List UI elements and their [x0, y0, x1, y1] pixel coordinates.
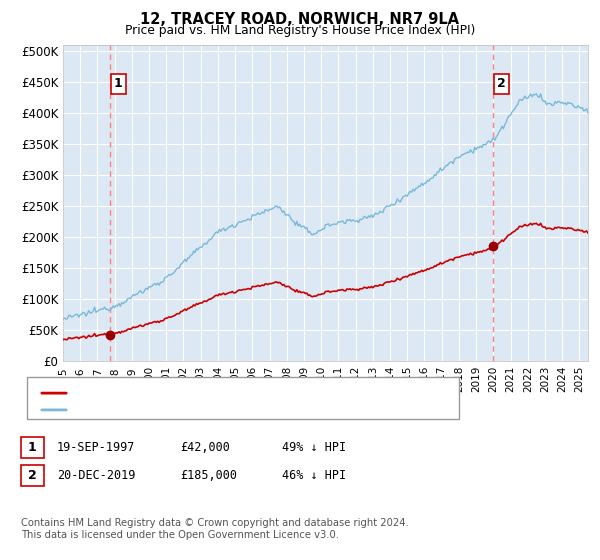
Text: £42,000: £42,000 — [180, 441, 230, 454]
Text: 12, TRACEY ROAD, NORWICH, NR7 9LA (detached house): 12, TRACEY ROAD, NORWICH, NR7 9LA (detac… — [72, 388, 385, 398]
Text: Contains HM Land Registry data © Crown copyright and database right 2024.
This d: Contains HM Land Registry data © Crown c… — [21, 519, 409, 540]
Text: 49% ↓ HPI: 49% ↓ HPI — [282, 441, 346, 454]
Text: 2: 2 — [28, 469, 37, 482]
Text: £185,000: £185,000 — [180, 469, 237, 482]
Text: 20-DEC-2019: 20-DEC-2019 — [57, 469, 136, 482]
Text: 12, TRACEY ROAD, NORWICH, NR7 9LA: 12, TRACEY ROAD, NORWICH, NR7 9LA — [140, 12, 460, 27]
Text: 1: 1 — [28, 441, 37, 454]
Text: 46% ↓ HPI: 46% ↓ HPI — [282, 469, 346, 482]
Text: 1: 1 — [114, 77, 123, 90]
Text: HPI: Average price, detached house, Broadland: HPI: Average price, detached house, Broa… — [72, 405, 330, 415]
Text: 2: 2 — [497, 77, 506, 90]
Text: Price paid vs. HM Land Registry's House Price Index (HPI): Price paid vs. HM Land Registry's House … — [125, 24, 475, 37]
Text: 19-SEP-1997: 19-SEP-1997 — [57, 441, 136, 454]
